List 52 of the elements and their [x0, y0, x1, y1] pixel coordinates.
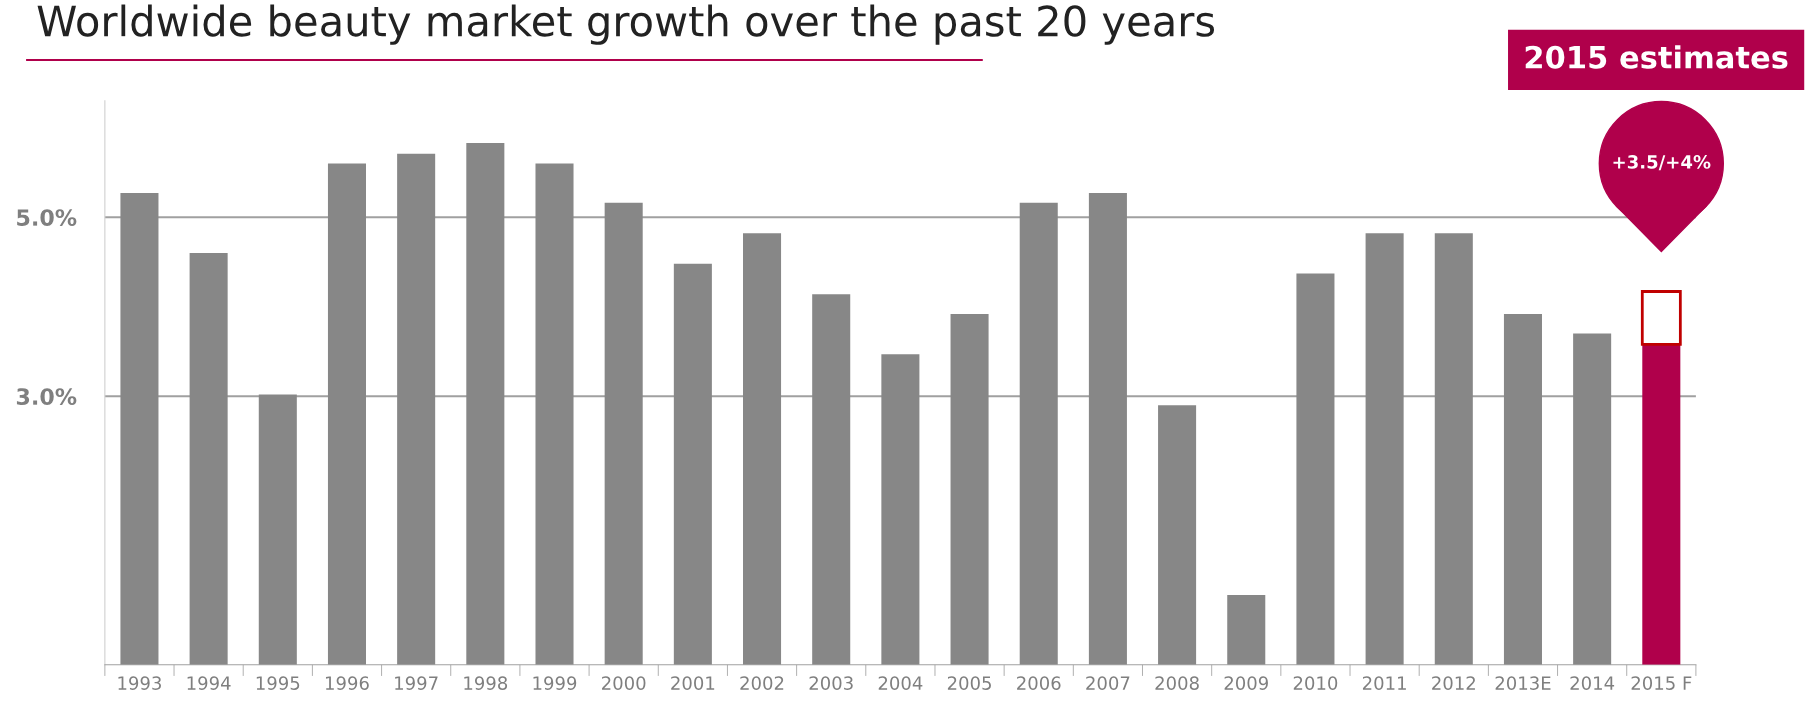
annotation: +3.5/+4%: [1613, 155, 1711, 171]
text: 2015 estimates: [1525, 45, 1788, 69]
x-tick-label: 2012: [1432, 676, 1475, 690]
x-tick-label: 1999: [533, 676, 577, 690]
bar: [1573, 333, 1612, 665]
bar: [1019, 202, 1058, 665]
x-tick-label: 1995: [256, 676, 300, 690]
x-tick-label: 2006: [1017, 676, 1061, 690]
x-tick-label: 1998: [464, 676, 508, 690]
x-tick-label: 1996: [325, 676, 369, 690]
x-tick-label: 2010: [1293, 676, 1338, 690]
bar: [1642, 344, 1681, 665]
bar: [327, 163, 366, 665]
x-tick-label: 2015 F: [1631, 676, 1692, 690]
bar: [812, 294, 851, 665]
bar: [1503, 313, 1542, 665]
bar: [397, 153, 436, 665]
x-tick-label: 2005: [947, 676, 991, 690]
bar: [1227, 594, 1266, 665]
bar: [466, 142, 505, 665]
x-tick-label: 2004: [878, 676, 923, 690]
bar: [1158, 405, 1197, 665]
x-tick-label: 2000: [602, 676, 646, 690]
bar: [1640, 290, 1682, 346]
x-tick-label: 2009: [1224, 676, 1268, 690]
bar: [743, 233, 782, 665]
bar: [950, 313, 989, 665]
chart-title: Worldwide beauty market growth over the past 20 years: [37, 4, 1215, 45]
bar: [120, 193, 159, 665]
bar: [673, 263, 712, 665]
y-tick-label: 5.0%: [17, 209, 77, 226]
x-tick-label: 2002: [740, 676, 784, 690]
bar: [258, 394, 297, 665]
x-tick-label: 1997: [395, 676, 438, 690]
x-tick-label: 1993: [118, 676, 161, 690]
bar: [1296, 273, 1335, 665]
x-tick-label: 2008: [1155, 676, 1199, 690]
x-tick-label: 2014: [1570, 676, 1615, 690]
x-tick-label: 1994: [187, 676, 231, 690]
bar: [535, 163, 574, 665]
x-tick-label: 2001: [671, 676, 715, 690]
x-tick-label: 2011: [1362, 676, 1406, 690]
x-tick-label: 2003: [809, 676, 853, 690]
bar: [1434, 233, 1473, 665]
x-tick-label: 2007: [1086, 676, 1130, 690]
bar: [189, 253, 228, 665]
bar: [1088, 193, 1127, 665]
bar: [1365, 233, 1404, 665]
bar: [604, 202, 643, 665]
bar: [881, 354, 920, 665]
x-tick-label: 2013E: [1495, 676, 1551, 690]
y-tick-label: 3.0%: [16, 388, 77, 405]
